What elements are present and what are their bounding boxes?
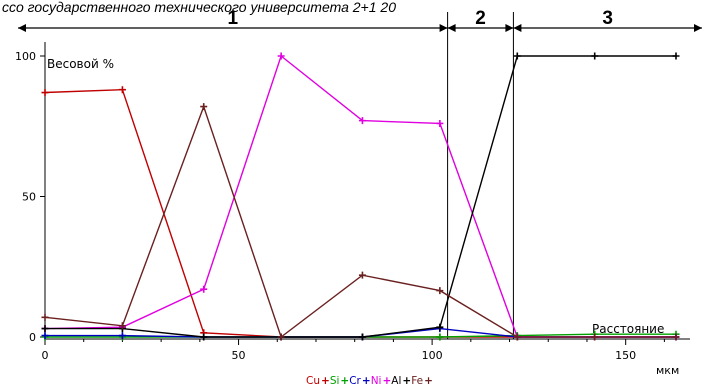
data-point [436,119,444,127]
x-tick-label: 150 [615,349,636,362]
data-point [358,117,366,125]
data-point [591,333,599,341]
legend-marker: + [402,375,411,387]
legend-label-fe: Fe [411,375,423,387]
series-group [41,52,680,341]
series-line-al [45,55,676,338]
data-point [513,52,521,60]
data-point [277,52,285,60]
region-arrow-head [18,24,26,32]
x-axis-title: Расстояние [592,322,664,336]
data-point [436,287,444,295]
data-point [118,332,126,340]
series-line-cu [44,88,676,338]
legend-marker: + [424,375,433,387]
region-arrow-head [447,24,456,32]
y-ticks: 0 50 100 [15,50,45,344]
x-tick-label: 0 [42,349,49,362]
axes [44,42,690,340]
y-tick-label: 0 [29,331,36,344]
legend-marker: + [321,375,330,387]
data-point [41,89,49,97]
region-arrow-head [439,24,448,32]
legend-marker: + [382,375,391,387]
data-point [200,103,208,111]
x-axis-unit: мкм [656,364,679,377]
data-point [41,332,49,340]
legend-label-cr: Cr [349,375,361,387]
region-arrow-head [513,24,522,32]
series-fe [41,103,680,341]
legend-label-ni: Ni [371,375,382,387]
data-point [277,333,285,341]
legend: Cu+Si+Cr+Ni+Al+Fe+ [306,375,433,387]
region-brackets: 1 2 3 [18,8,702,339]
data-point [672,52,680,60]
data-point [513,333,521,341]
data-point [118,322,126,330]
series-al [41,52,680,341]
legend-marker: + [340,375,349,387]
y-axis-title: Весовой % [47,57,114,71]
data-point [436,333,444,341]
header-text: ссо государственного технического универ… [2,0,396,15]
series-cr [41,325,680,341]
region-arrow-head [694,24,702,32]
region-label: 2 [475,8,486,29]
data-point [591,52,599,60]
series-cu [41,86,680,341]
data-point [358,271,366,279]
data-point [358,333,366,341]
data-point [200,333,208,341]
region-label: 1 [228,8,239,29]
data-point [672,333,680,341]
legend-marker: + [362,375,371,387]
x-tick-label: 50 [232,349,246,362]
data-point [41,325,49,333]
legend-label-al: Al [391,375,401,387]
data-point [118,86,126,94]
x-tick-label: 100 [422,349,443,362]
series-line-ni [44,54,676,338]
data-point [41,313,49,321]
legend-label-cu: Cu [306,375,320,387]
region-arrow-head [505,24,514,32]
x-ticks: 0 50 100 150 [42,339,665,362]
y-tick-label: 100 [15,50,36,63]
data-point [436,323,444,331]
series-ni [41,52,680,341]
y-tick-label: 50 [22,191,36,204]
region-label: 3 [602,8,613,29]
legend-label-si: Si [330,375,340,387]
data-point [200,285,208,293]
